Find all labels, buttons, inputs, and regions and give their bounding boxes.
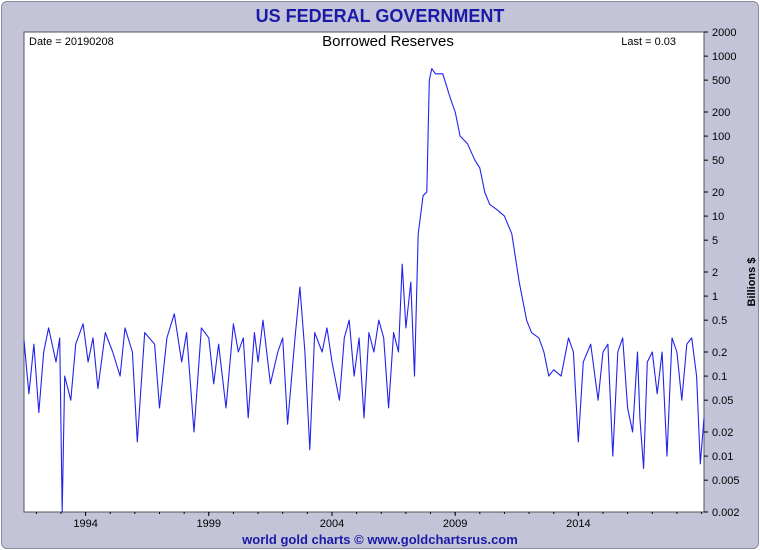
y-tick-label: 1000: [712, 51, 736, 63]
y-tick-label: 50: [712, 155, 724, 167]
chart-heading: US FEDERAL GOVERNMENT: [255, 6, 505, 26]
y-tick-label: 5: [712, 235, 718, 247]
y-tick-label: 200: [712, 107, 730, 119]
last-label: Last = 0.03: [621, 36, 676, 48]
y-tick-label: 2: [712, 267, 718, 279]
y-tick-label: 2000: [712, 27, 736, 39]
series-line: [23, 67, 705, 513]
x-tick-label: 2009: [443, 518, 467, 530]
y-tick-label: 500: [712, 75, 730, 87]
footer-credit: world gold charts © www.goldchartsrus.co…: [242, 532, 518, 547]
x-axis: 1994 1999 2004 2009 2014: [35, 512, 703, 530]
y-tick-label: 0.02: [712, 427, 733, 439]
y-axis: 2000 1000 500 200 100 50 20 10 5 2 1 0.5 0.2 0.1 0.05 0…: [704, 27, 740, 519]
y-tick-label: 0.005: [712, 475, 740, 487]
chart-title: Borrowed Reserves: [322, 33, 454, 50]
y-tick-label: 0.2: [712, 347, 727, 359]
x-tick-label: 2004: [320, 518, 344, 530]
y-tick-label: 0.1: [712, 371, 727, 383]
x-tick-label: 1994: [73, 518, 97, 530]
x-tick-label: 2014: [566, 518, 590, 530]
y-tick-label: 0.5: [712, 315, 727, 327]
x-tick-label: 1999: [197, 518, 221, 530]
date-label: Date = 20190208: [29, 36, 114, 48]
y-axis-label: Billions $: [746, 258, 758, 307]
title-bar: US FEDERAL GOVERNMENT: [2, 2, 758, 32]
y-tick-label: 0.002: [712, 507, 740, 519]
series-layer: [23, 67, 705, 513]
y-tick-label: 1: [712, 291, 718, 303]
y-tick-label: 10: [712, 211, 724, 223]
y-tick-label: 0.01: [712, 451, 733, 463]
y-tick-label: 100: [712, 131, 730, 143]
plot-area: [23, 31, 705, 513]
y-tick-label: 0.05: [712, 395, 733, 407]
y-tick-label: 20: [712, 187, 724, 199]
